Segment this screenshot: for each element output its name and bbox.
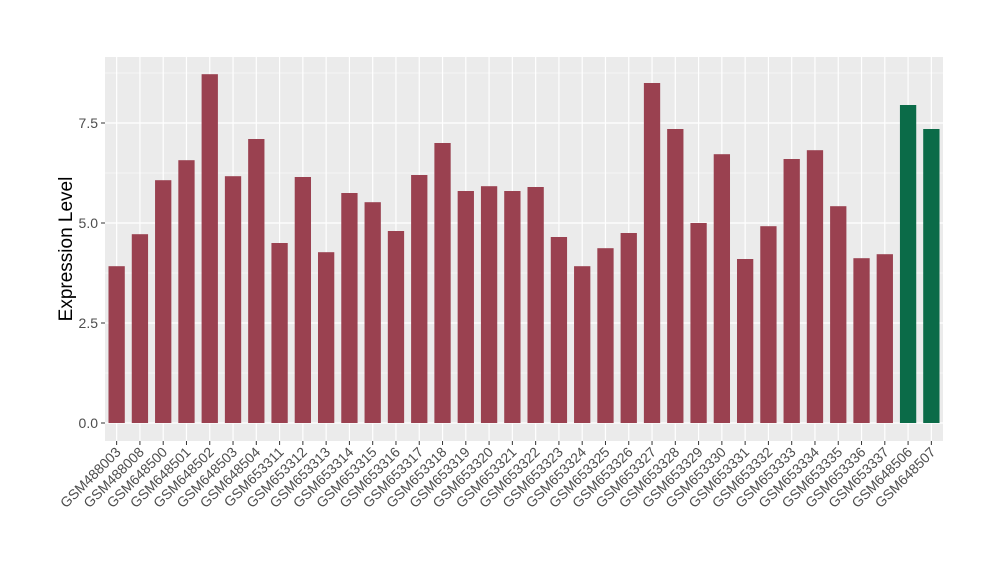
bar xyxy=(248,139,265,423)
bar xyxy=(760,226,777,423)
bar xyxy=(480,186,498,423)
bar xyxy=(830,206,847,423)
y-axis-label: Expression Level xyxy=(56,177,77,322)
bar xyxy=(597,248,614,423)
bar xyxy=(736,259,754,423)
bar xyxy=(923,129,940,423)
bar xyxy=(317,252,335,423)
y-tick-label: 7.5 xyxy=(79,115,99,131)
y-tick-label: 5.0 xyxy=(79,215,99,231)
bar xyxy=(364,202,381,423)
bar xyxy=(550,237,568,423)
bar xyxy=(387,231,405,423)
bar xyxy=(341,193,358,423)
bar xyxy=(574,266,591,423)
panel xyxy=(105,57,943,441)
bar xyxy=(667,129,684,423)
bar xyxy=(271,243,288,423)
bar xyxy=(131,234,149,423)
bar xyxy=(224,176,242,423)
bar xyxy=(527,187,544,423)
bar xyxy=(411,175,428,423)
bar xyxy=(294,177,312,423)
bar xyxy=(178,160,195,423)
bar xyxy=(434,143,451,423)
bar xyxy=(899,105,917,423)
bar xyxy=(783,159,800,423)
y-tick-label: 0.0 xyxy=(79,415,99,431)
bar xyxy=(201,74,218,423)
bar xyxy=(620,233,637,423)
y-tick-label: 2.5 xyxy=(79,315,99,331)
bar xyxy=(504,191,521,423)
bar xyxy=(690,223,707,423)
bar xyxy=(108,266,125,423)
bar xyxy=(853,258,870,423)
bar xyxy=(876,254,893,423)
bar xyxy=(643,83,661,423)
bar xyxy=(155,180,172,423)
bar xyxy=(457,191,474,423)
bar xyxy=(806,150,824,423)
bar xyxy=(713,154,731,423)
